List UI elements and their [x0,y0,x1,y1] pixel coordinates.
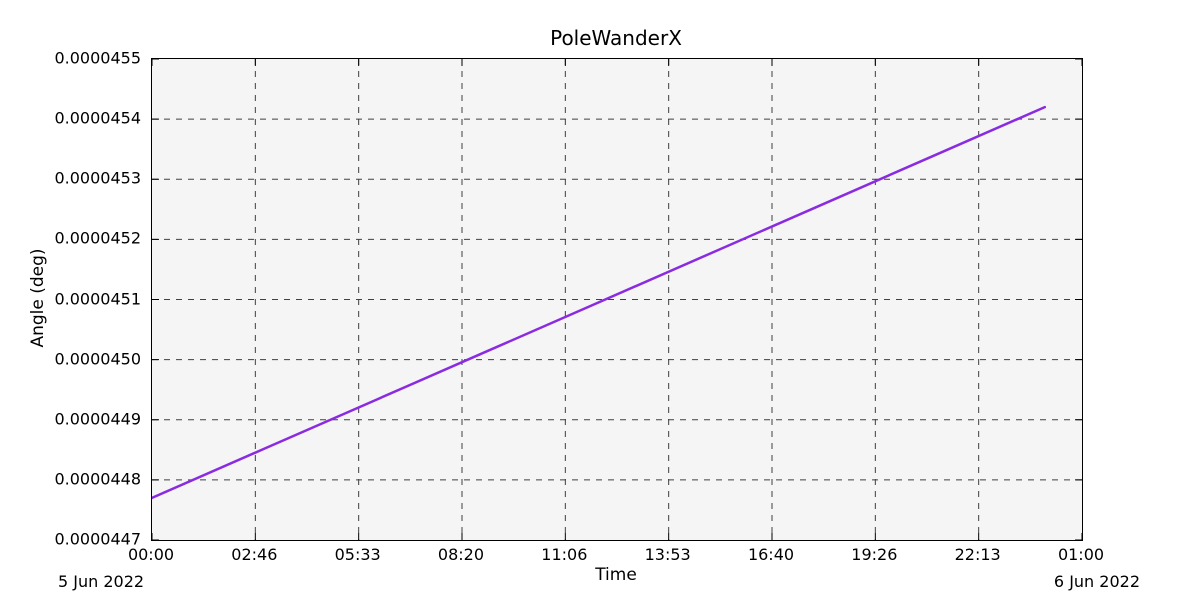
y-tick-label: 0.0000452 [54,228,141,248]
x-tick-label: 19:26 [851,545,898,564]
y-tick-label: 0.0000451 [54,289,141,308]
end-date-label: 6 Jun 2022 [1053,572,1140,591]
x-tick-label: 08:20 [437,545,485,564]
x-tick-label: 11:06 [541,545,588,564]
x-tick-label: 01:00 [1057,545,1105,564]
plot-area [151,58,1083,541]
chart-canvas [152,59,1082,540]
x-tick-label: 16:40 [747,545,795,564]
chart-title: PoleWanderX [550,26,682,50]
x-tick-label: 00:00 [127,545,175,564]
x-tick-label: 02:46 [231,545,278,564]
start-date-label: 5 Jun 2022 [58,572,145,591]
x-axis-label: Time [595,565,637,585]
y-tick-label: 0.0000455 [54,48,141,68]
y-tick-label: 0.0000453 [54,168,141,188]
x-tick-label: 22:13 [954,545,1001,564]
x-tick-label: 13:53 [644,545,691,564]
y-tick-label: 0.0000454 [54,108,141,128]
y-tick-label: 0.0000449 [54,409,141,429]
y-tick-label: 0.0000447 [54,529,141,549]
y-tick-label: 0.0000448 [54,469,141,489]
x-tick-label: 05:33 [334,545,381,564]
y-tick-label: 0.0000450 [54,349,141,369]
series-line-PoleWanderX [152,105,1047,500]
